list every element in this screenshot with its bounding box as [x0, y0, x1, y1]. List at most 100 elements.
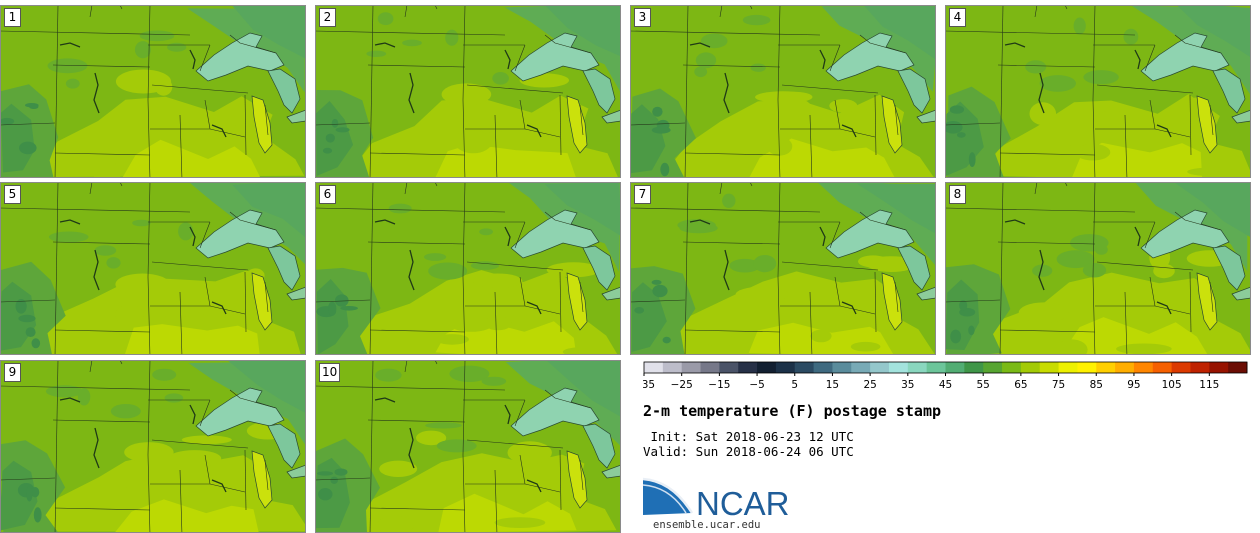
- member-panel-3[interactable]: 3: [630, 5, 936, 178]
- river: [211, 124, 227, 138]
- state-border: [1149, 276, 1156, 307]
- colorbar-tick-label: 35: [901, 379, 914, 391]
- cold-peak: [325, 133, 335, 143]
- hot-zone: [122, 139, 261, 178]
- cold-peak: [968, 325, 975, 336]
- temperature-colorbar: −35 −25 −15 −5 5 15 25 35 45 55 65 75 85 95 105 115: [643, 361, 1248, 391]
- river: [1156, 301, 1172, 315]
- state-border: [630, 207, 821, 213]
- river: [1004, 219, 1026, 225]
- warm-patch: [177, 120, 220, 135]
- panel-frame: [315, 5, 621, 178]
- cold-peak: [968, 152, 976, 168]
- state-border: [147, 5, 151, 178]
- state-border: [404, 182, 408, 195]
- warm-patch: [168, 450, 222, 467]
- cool-patch: [449, 365, 490, 382]
- member-panel-6[interactable]: 6: [315, 182, 621, 355]
- state-border: [1149, 99, 1156, 130]
- panel-number: 7: [634, 185, 651, 204]
- member-panel-10[interactable]: 10: [315, 360, 621, 533]
- state-border: [1144, 44, 1156, 72]
- state-border: [89, 5, 93, 18]
- colorbar-swatch: [983, 362, 1003, 373]
- cold-peak: [335, 127, 350, 133]
- state-border: [1144, 221, 1156, 249]
- river: [211, 479, 227, 493]
- state-border: [315, 385, 506, 391]
- warm-patch: [1018, 302, 1069, 323]
- member-panel-2[interactable]: 2: [315, 5, 621, 178]
- state-border: [151, 261, 249, 271]
- lake-huron: [897, 245, 931, 291]
- colorbar-swatch: [681, 362, 702, 373]
- colorbar-swatch: [1039, 362, 1060, 373]
- state-border: [874, 94, 877, 156]
- cool-patch: [742, 14, 771, 26]
- state-border: [147, 182, 151, 355]
- temperature-map: [0, 360, 306, 533]
- colorbar-swatch: [1209, 362, 1229, 373]
- panel-number: 4: [949, 8, 966, 27]
- warm-patch: [1075, 143, 1111, 161]
- panel-frame: [0, 5, 306, 178]
- state-border: [199, 44, 211, 72]
- state-border: [999, 182, 1004, 355]
- state-border: [229, 211, 277, 231]
- state-border: [0, 122, 56, 126]
- cool-patch: [178, 222, 194, 241]
- member-panel-8[interactable]: 8: [945, 182, 1251, 355]
- lake-huron: [267, 68, 301, 114]
- lake-erie: [286, 464, 306, 479]
- ensemble-url[interactable]: ensemble.ucar.edu: [653, 519, 761, 531]
- colorbar-tick-label: −35: [643, 379, 655, 391]
- temperature-map: [630, 5, 936, 178]
- lake-erie: [601, 464, 621, 479]
- state-border: [559, 449, 562, 511]
- state-border: [369, 152, 466, 156]
- member-panel-1[interactable]: 1: [0, 5, 306, 178]
- colorbar-swatch: [964, 362, 984, 373]
- state-border: [519, 276, 526, 307]
- state-border: [89, 182, 93, 195]
- member-panel-9[interactable]: 9: [0, 360, 306, 533]
- warm-patch: [810, 329, 832, 343]
- panel-frame: [945, 182, 1251, 355]
- cold-peak: [25, 327, 36, 337]
- cold-peak: [340, 306, 358, 311]
- colorbar-tick-label: 45: [939, 379, 952, 391]
- river: [841, 124, 857, 138]
- state-border: [204, 276, 211, 307]
- cold-peak: [330, 476, 338, 484]
- member-panel-5[interactable]: 5: [0, 182, 306, 355]
- cool-patch: [1025, 60, 1047, 74]
- cool-patch: [1083, 70, 1119, 85]
- state-border: [369, 329, 466, 333]
- mountain-zone: [630, 104, 666, 174]
- state-border: [52, 64, 151, 68]
- warm-patch: [850, 341, 881, 352]
- member-panel-7[interactable]: 7: [630, 182, 936, 355]
- cool-patch: [167, 42, 187, 52]
- cool-zone-far-northeast: [857, 183, 936, 234]
- colorbar-swatch: [1077, 362, 1097, 373]
- cold-peak: [651, 279, 662, 285]
- colorbar-swatch: [1152, 362, 1173, 373]
- cool-patch: [48, 231, 89, 243]
- cool-patch: [388, 203, 412, 214]
- state-border: [229, 34, 277, 54]
- cool-patch: [1123, 28, 1139, 45]
- cool-patch: [425, 422, 462, 429]
- member-panel-4[interactable]: 4: [945, 5, 1251, 178]
- lake-erie: [286, 109, 306, 124]
- state-border: [244, 271, 247, 333]
- cool-zone-far-northeast: [544, 5, 621, 57]
- lake-michigan: [566, 95, 588, 154]
- panel-number: 1: [4, 8, 21, 27]
- state-border: [315, 299, 371, 303]
- warm-patch: [435, 334, 469, 345]
- cool-patch: [110, 404, 141, 419]
- cold-peak: [19, 141, 37, 155]
- cool-zone-far-northeast: [1176, 5, 1251, 58]
- warm-patch: [767, 137, 793, 156]
